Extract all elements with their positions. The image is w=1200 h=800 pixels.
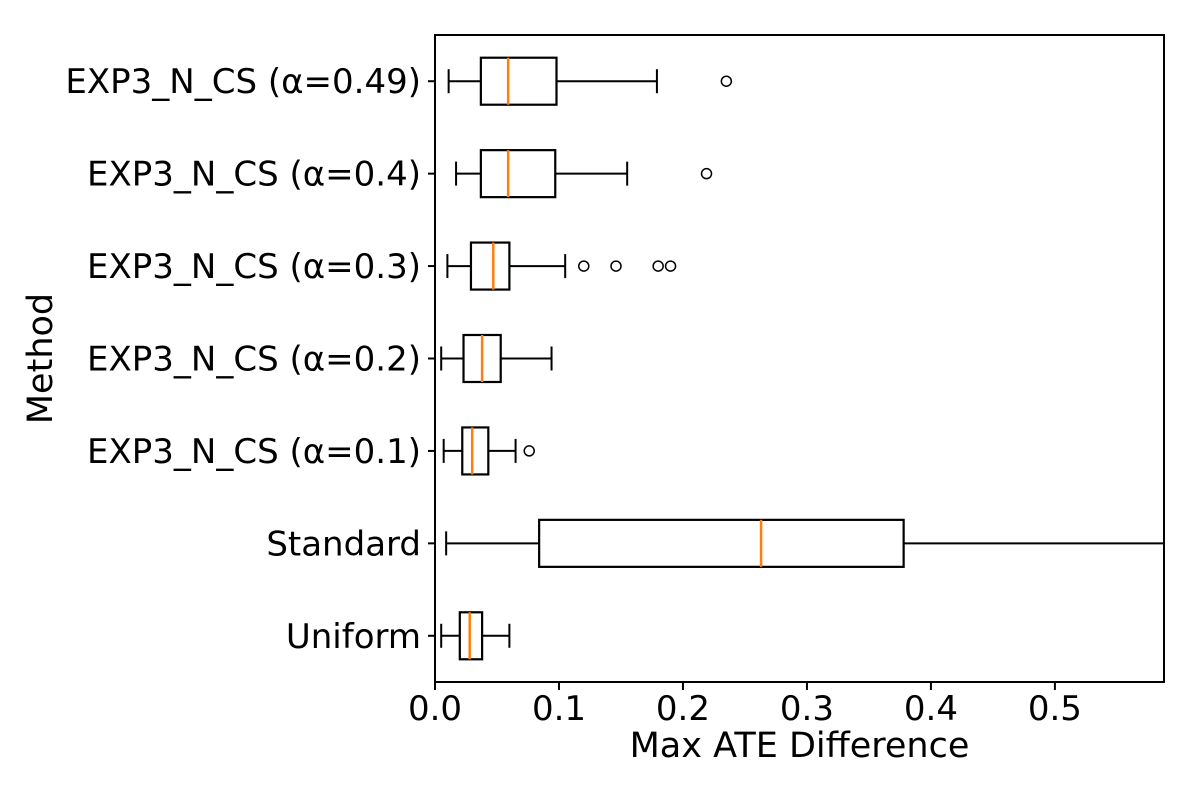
x-tick-label: 0.4 — [904, 689, 958, 729]
x-tick-label: 0.1 — [532, 689, 586, 729]
outlier-point — [578, 260, 590, 272]
box-rect — [469, 241, 511, 291]
x-axis-label: Max ATE Difference — [630, 726, 970, 766]
outlier-point — [720, 75, 733, 87]
box-row — [447, 56, 733, 106]
x-tick-label: 0.2 — [656, 689, 710, 729]
box-row — [442, 426, 535, 476]
box-row — [445, 518, 1164, 568]
x-tick-label: 0.3 — [780, 689, 834, 729]
y-tick-label: EXP3_N_CS (α=0.49) — [65, 62, 421, 102]
outlier-point — [664, 260, 677, 272]
outlier-point — [610, 260, 622, 272]
x-tick-label: 0.5 — [1028, 689, 1082, 729]
box-rect — [479, 56, 558, 106]
y-tick-label: EXP3_N_CS (α=0.3) — [87, 247, 421, 287]
y-axis-label: Method — [21, 293, 61, 424]
box-row — [440, 611, 511, 661]
box-rect — [479, 149, 557, 199]
y-tick-label: EXP3_N_CS (α=0.1) — [87, 432, 421, 472]
outlier-point — [523, 445, 535, 457]
y-tick-label: EXP3_N_CS (α=0.4) — [87, 155, 421, 195]
box-rect — [538, 518, 905, 568]
box-row — [455, 149, 713, 199]
y-tick-label: EXP3_N_CS (α=0.2) — [87, 340, 421, 380]
outlier-point — [652, 260, 664, 272]
box-row — [440, 333, 553, 384]
x-tick-label: 0.0 — [408, 689, 462, 729]
outlier-point — [700, 167, 713, 180]
y-tick-label: Uniform — [286, 617, 421, 657]
y-tick-label: Standard — [266, 524, 421, 564]
box-row — [446, 241, 677, 291]
box-rect — [461, 426, 490, 476]
